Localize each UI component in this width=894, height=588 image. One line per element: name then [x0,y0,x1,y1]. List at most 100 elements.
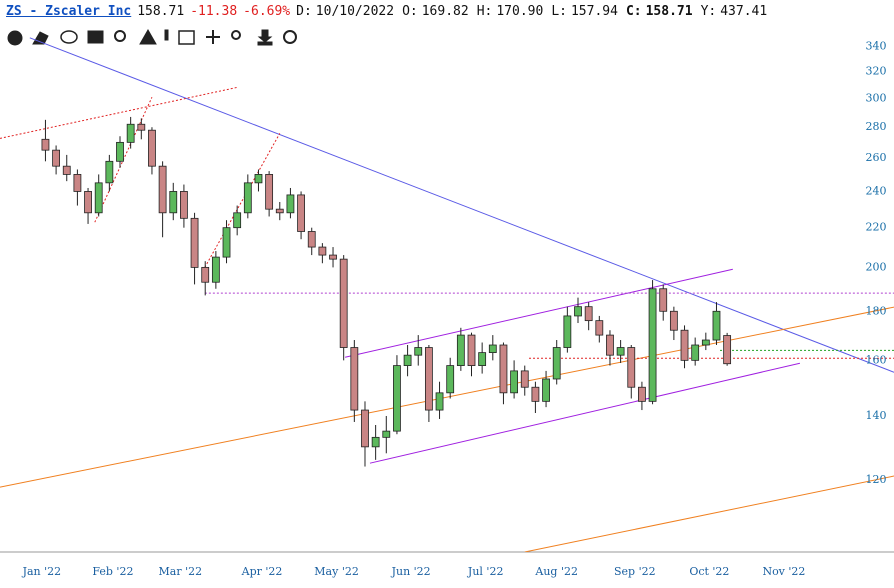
header: ZS - Zscaler Inc 158.71 -11.38 -6.69% D: 10/1… [6,4,781,19]
field-value: 10/10/2022 [315,4,395,19]
candle-body [595,320,604,336]
x-tick-label: Jul '22 [467,565,504,578]
y-tick-label: 300 [866,91,887,104]
y-tick-label: 180 [866,304,887,317]
candle-body [137,123,146,131]
candle-body [488,344,497,354]
candle-body [669,310,678,331]
icon-refresh[interactable] [283,30,297,44]
candle-body [638,386,646,402]
x-tick-label: Apr '22 [241,565,283,578]
candle-body [233,212,242,229]
field-label: O: [402,4,418,19]
candle-body [499,344,508,394]
candles [41,116,732,467]
candle-body [201,266,210,283]
x-tick-label: Jan '22 [22,565,62,578]
candle-body [254,174,263,184]
field-label: L: [551,4,567,19]
candle-body [478,352,487,366]
change: -11.38 [190,4,238,19]
candle-body [712,310,721,341]
icon-alert[interactable] [164,29,169,41]
candle-body [169,191,178,214]
candle-body [126,123,135,143]
candle-body [606,334,614,356]
candle-body [563,315,572,348]
field-value: 170.90 [496,4,544,19]
drawings [0,37,894,552]
candle-body [307,231,316,248]
icon-link[interactable] [231,30,241,40]
field-label: C: [625,4,642,19]
icon-list[interactable] [87,30,104,44]
x-tick-label: May '22 [314,565,359,578]
x-tick-label: Aug '22 [534,565,578,578]
candle-body [286,194,295,214]
candle-body [393,365,401,432]
x-tick-label: Feb '22 [92,565,133,578]
trend-line [344,268,733,358]
candle-body [158,165,167,214]
icon-search[interactable] [114,30,126,42]
trend-line [0,306,894,488]
icon-move[interactable] [206,30,220,44]
candle-body [627,347,636,388]
candle-body [350,347,359,411]
candle-body [243,182,252,214]
icon-dashboard[interactable] [7,30,23,46]
y-tick-label: 260 [866,151,887,164]
y-tick-label: 220 [866,221,887,234]
candle-body [361,409,369,448]
candle-body [446,365,455,394]
candle-body [424,347,433,411]
icon-comment[interactable] [60,30,78,44]
candle-body [648,288,657,402]
candle-body [414,347,423,356]
y-tick-label: 140 [866,409,887,422]
candle-body [84,191,92,214]
trend-line [524,475,894,552]
candle-body [701,339,710,346]
candle-body [467,334,476,366]
candle-body [148,129,156,167]
trend-line [369,362,801,464]
y-tick-label: 240 [866,184,887,197]
x-tick-label: Sep '22 [614,565,656,578]
trend-line [0,86,238,139]
change-pct: -6.69% [243,4,291,19]
trend-line [204,133,281,268]
y-tick-label: 320 [866,65,887,78]
candle-body [691,344,700,361]
field-label: H: [476,4,493,19]
candle-body [275,208,284,214]
y-tick-label: 280 [866,120,887,133]
x-tick-label: Nov '22 [762,565,805,578]
candle-body [190,217,199,268]
y-tick-label: 160 [866,353,887,366]
candle-body [456,334,465,366]
field-value: 158.71 [645,4,693,19]
field-value: 437.41 [720,4,768,19]
field-label: D: [296,4,312,19]
candle-body [265,174,274,210]
candle-body [574,306,582,317]
candle-body [339,258,348,348]
symbol[interactable]: ZS - Zscaler Inc [6,4,132,19]
candle-body [222,227,231,258]
field-value: 169.82 [421,4,469,19]
y-tick-label: 200 [866,260,887,273]
icon-triangle[interactable] [139,28,157,45]
y-tick-label: 340 [866,39,887,52]
candle-body [297,194,305,232]
candle-body [680,329,689,361]
candle-body [94,182,103,214]
icon-calendar[interactable] [178,30,195,45]
candle-body [41,138,50,151]
x-tick-label: Oct '22 [689,565,729,578]
candle-body [659,288,668,312]
candle-body [435,392,444,411]
candle-body [211,256,220,283]
icon-download[interactable] [257,29,273,46]
toolbar [7,28,297,46]
